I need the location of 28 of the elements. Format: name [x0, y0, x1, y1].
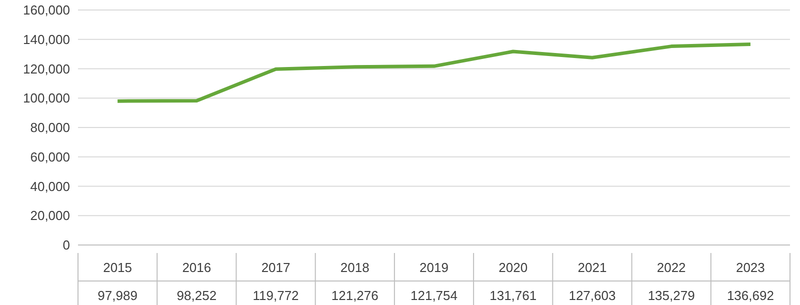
y-tick-label: 60,000: [30, 149, 70, 164]
data-label: 136,692: [726, 288, 774, 303]
x-tick-label: 2017: [261, 260, 290, 275]
y-tick-label: 0: [62, 238, 70, 253]
y-tick-label: 20,000: [30, 208, 70, 224]
x-tick-label: 2022: [656, 260, 686, 275]
data-label: 127,603: [568, 288, 616, 303]
x-tick-label: 2018: [340, 260, 370, 275]
data-label: 121,754: [410, 288, 458, 303]
data-label: 119,772: [252, 288, 299, 303]
x-tick-label: 2023: [736, 260, 765, 275]
y-tick-label: 100,000: [23, 90, 70, 106]
x-tick-label: 2016: [182, 260, 212, 275]
y-tick-label: 40,000: [30, 178, 70, 194]
x-tick-label: 2019: [420, 260, 448, 275]
y-tick-label: 80,000: [30, 120, 70, 136]
x-tick-label: 2020: [498, 260, 528, 275]
y-tick-label: 120,000: [23, 61, 70, 76]
y-tick-label: 160,000: [23, 2, 70, 18]
data-label: 121,276: [331, 288, 378, 303]
line-series: [116, 42, 752, 103]
y-tick-label: 140,000: [23, 32, 70, 47]
x-tick-label: 2015: [103, 260, 132, 275]
data-label: 131,761: [490, 288, 537, 303]
data-label: 98,252: [176, 288, 217, 303]
x-tick-label: 2021: [578, 260, 607, 275]
data-label: 135,279: [648, 288, 695, 303]
data-label: 97,989: [98, 288, 138, 303]
